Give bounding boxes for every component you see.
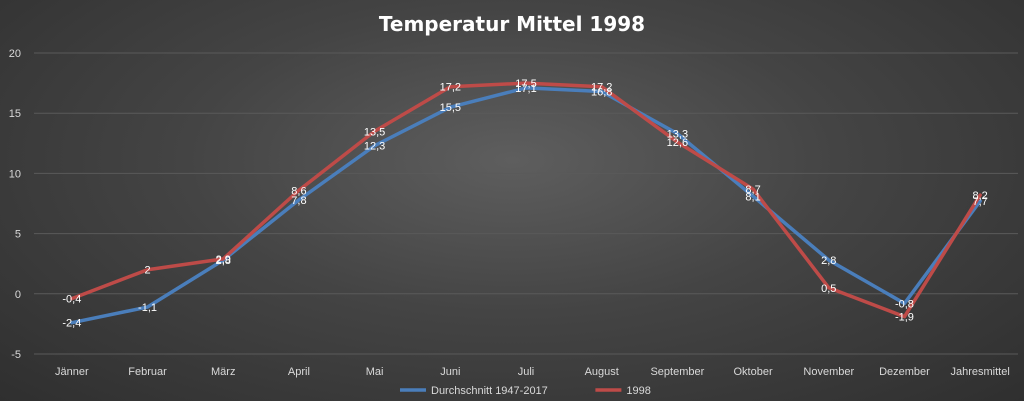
data-label: 16,8: [591, 87, 612, 99]
data-label: 2,8: [821, 255, 836, 267]
y-tick-label: 10: [9, 168, 21, 180]
y-tick-label: 15: [9, 108, 21, 120]
data-label: 12,3: [364, 141, 385, 153]
data-label: -1,9: [895, 312, 914, 324]
data-label: 8,1: [745, 191, 760, 203]
data-label: 0,5: [821, 283, 836, 295]
x-tick-label: April: [288, 366, 310, 378]
legend: Durchschnitt 1947-2017 1998: [400, 385, 651, 397]
x-tick-label: Februar: [128, 366, 167, 378]
data-label: -1,1: [138, 302, 157, 314]
y-axis-ticks: -5 0 5 10 15 20: [9, 48, 21, 361]
legend-entry: 1998: [626, 385, 650, 397]
x-tick-label: Oktober: [734, 366, 773, 378]
legend-entry: Durchschnitt 1947-2017: [431, 385, 548, 397]
x-tick-label: August: [585, 366, 619, 378]
x-tick-label: März: [211, 366, 235, 378]
y-tick-label: -5: [11, 349, 21, 361]
y-tick-label: 0: [15, 289, 21, 301]
data-label: 17,2: [591, 82, 612, 94]
data-label: -0,4: [62, 294, 81, 306]
series-lines: [70, 81, 982, 325]
data-label: -2,4: [62, 318, 81, 330]
data-label: 7,7: [973, 196, 988, 208]
data-label: 13,5: [364, 126, 385, 138]
series-line-0: [70, 86, 982, 325]
data-label: 8,2: [973, 190, 988, 202]
y-tick-label: 5: [15, 229, 21, 241]
y-tick-label: 20: [9, 48, 21, 60]
data-label: 13,3: [667, 129, 688, 141]
data-label: 8,7: [745, 184, 760, 196]
data-label: -0,8: [895, 298, 914, 310]
gridlines: [34, 52, 1018, 355]
data-label: 2: [144, 265, 150, 277]
data-label: 2,9: [216, 254, 231, 266]
x-tick-label: Mai: [366, 366, 384, 378]
chart-title: Temperatur Mittel 1998: [379, 12, 645, 36]
x-tick-label: September: [650, 366, 704, 378]
data-label: 12,6: [667, 137, 688, 149]
data-labels: -2,4 -1,1 2,8 7,8 12,3 15,5 17,1 16,8 13,3 8,1 2,8…: [62, 78, 987, 330]
x-tick-label: November: [803, 366, 854, 378]
data-label: 17,1: [515, 83, 536, 95]
x-tick-label: Juli: [518, 366, 535, 378]
data-label: 7,8: [291, 195, 306, 207]
series-line-1: [70, 81, 982, 319]
x-tick-label: Dezember: [879, 366, 930, 378]
data-label: 17,2: [440, 82, 461, 94]
data-label: 8,6: [291, 185, 306, 197]
x-axis-ticks: Jänner Februar März April Mai Juni Juli August S…: [55, 366, 1010, 378]
x-tick-label: Jänner: [55, 366, 89, 378]
x-tick-label: Jahresmittel: [951, 366, 1010, 378]
data-label: 15,5: [440, 102, 461, 114]
data-label: 17,5: [515, 78, 536, 90]
data-label: 2,8: [216, 255, 231, 267]
x-tick-label: Juni: [440, 366, 460, 378]
